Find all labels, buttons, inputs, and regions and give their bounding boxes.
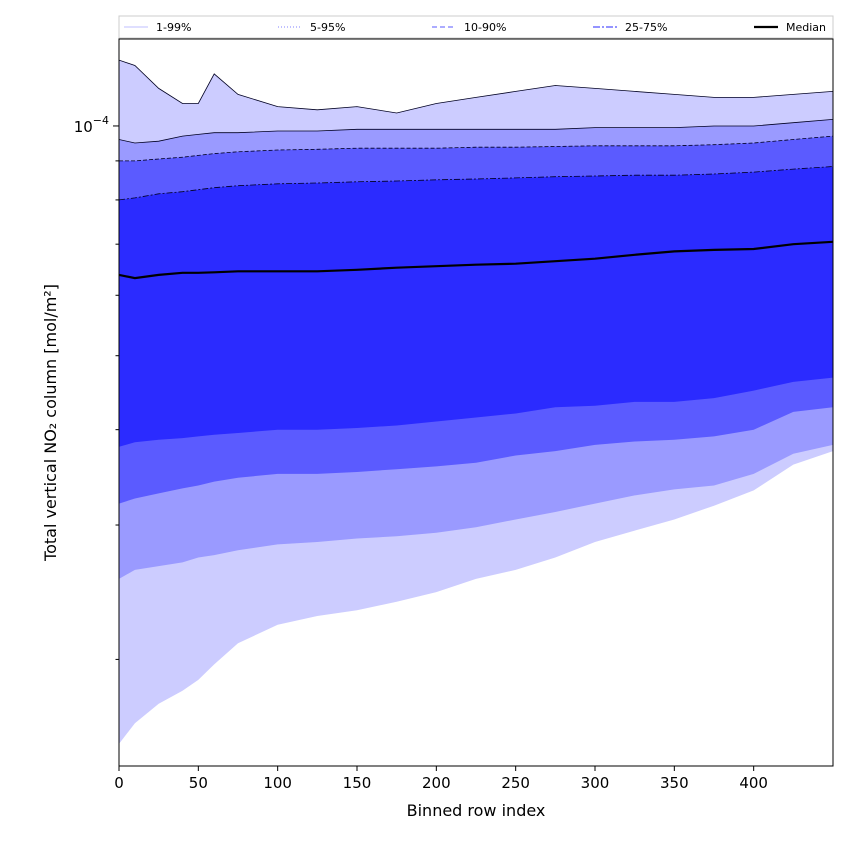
percentile-bands [119,59,833,744]
band-25-75% [119,166,833,447]
plot-frame [118,38,834,767]
y-axis-label: Total vertical NO₂ column [mol/m²] [41,284,60,562]
legend-label: 5-95% [310,21,345,34]
legend-label: 25-75% [625,21,667,34]
band-upper-edge-1-99% [119,59,833,114]
x-tick-label: 150 [343,774,372,792]
x-tick-label: 300 [581,774,610,792]
x-axis: 0 50 100 150 200 250 300 350 400 [114,766,768,792]
x-tick-label: 200 [422,774,451,792]
legend-label: 1-99% [156,21,191,34]
x-tick-label: 100 [263,774,292,792]
y-axis: 10−4 [74,114,119,660]
band-upper-edge-10-90% [119,135,833,162]
y-tick-base: 10 [74,118,93,136]
x-tick-label: 350 [660,774,689,792]
median-line [119,240,833,280]
band-upper-edge-5-95% [119,119,833,144]
legend-label: 10-90% [464,21,506,34]
legend-label: Median [786,21,826,34]
x-tick-label: 250 [501,774,530,792]
y-tick-label: 10−4 [74,114,109,136]
band-upper-edge-25-75% [119,166,833,201]
x-tick-label: 0 [114,774,124,792]
x-tick-label: 50 [189,774,208,792]
y-tick-exponent: −4 [93,114,109,127]
x-axis-label: Binned row index [407,801,546,820]
legend-box [118,15,834,39]
legend: 1-99% 5-95% 10-90% 25-75% Median [118,15,834,39]
x-tick-label: 400 [739,774,768,792]
median-layer [119,240,833,280]
